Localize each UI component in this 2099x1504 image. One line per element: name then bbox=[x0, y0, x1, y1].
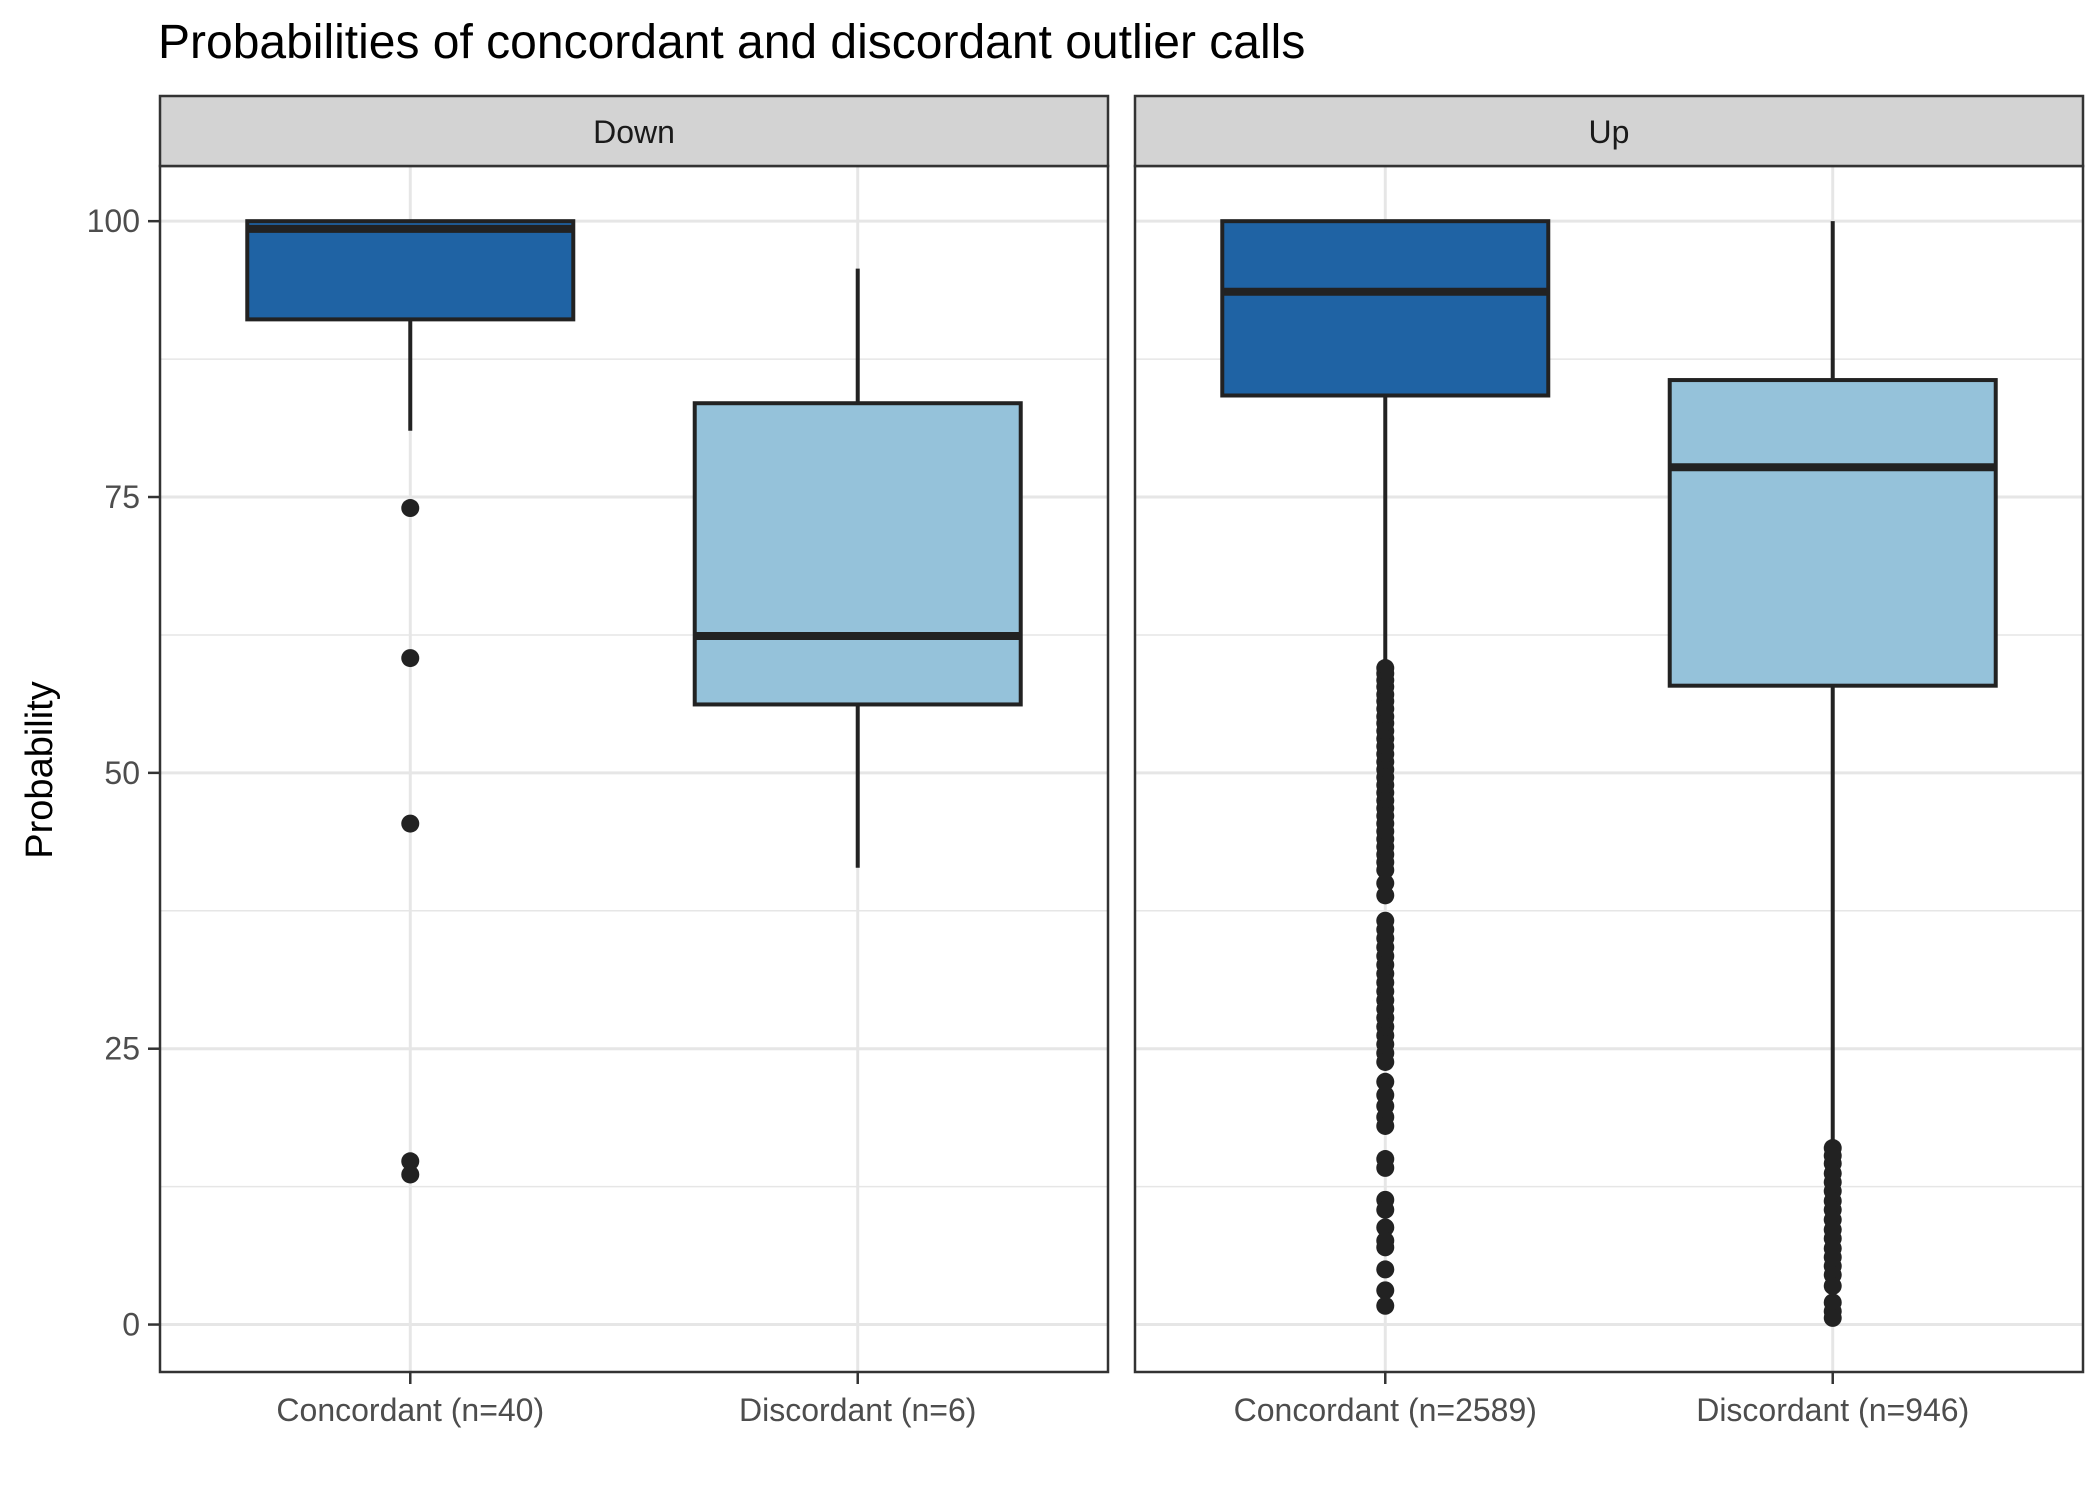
y-tick-label: 25 bbox=[104, 1031, 140, 1067]
box-concordant bbox=[1220, 219, 1551, 1315]
outlier-point bbox=[1823, 1308, 1842, 1327]
outlier-point bbox=[1376, 1296, 1395, 1315]
outlier-point bbox=[1376, 1281, 1395, 1300]
facet-strip-label: Down bbox=[593, 114, 675, 150]
y-tick-label: 75 bbox=[104, 479, 140, 515]
y-tick-label: 50 bbox=[104, 755, 140, 791]
outlier-point bbox=[1376, 1052, 1395, 1071]
y-axis: 0 25 50 75 100 bbox=[87, 203, 160, 1343]
outlier-point bbox=[1376, 1260, 1395, 1279]
x-tick-label: Concordant (n=2589) bbox=[1234, 1392, 1537, 1428]
panels-layer: Down Concordant (n=40) Discordant (n=6) Up C… bbox=[158, 94, 2085, 1428]
x-tick-label: Concordant (n=40) bbox=[276, 1392, 544, 1428]
iqr-box bbox=[1220, 219, 1551, 398]
outlier-point bbox=[1376, 860, 1395, 879]
outlier-point bbox=[401, 814, 420, 833]
panel-background bbox=[160, 166, 1108, 1372]
outlier-point bbox=[1376, 1218, 1395, 1237]
iqr-box bbox=[245, 219, 576, 322]
facet-strip bbox=[158, 94, 1110, 168]
box-discordant bbox=[692, 268, 1023, 868]
y-axis-label: Probability bbox=[19, 681, 61, 858]
outlier-point bbox=[401, 499, 420, 518]
box-concordant bbox=[245, 219, 576, 1184]
y-tick-label: 100 bbox=[87, 203, 140, 239]
outlier-point bbox=[1376, 886, 1395, 905]
outlier-point bbox=[1376, 1116, 1395, 1135]
x-tick-label: Discordant (n=946) bbox=[1696, 1392, 1969, 1428]
outlier-point bbox=[1376, 1200, 1395, 1219]
box-discordant bbox=[1667, 221, 1998, 1327]
iqr-box bbox=[1667, 378, 1998, 688]
facet-strip bbox=[1133, 94, 2085, 168]
outlier-point bbox=[401, 1152, 420, 1171]
outlier-point bbox=[1823, 1276, 1842, 1295]
iqr-box bbox=[692, 401, 1023, 707]
outlier-point bbox=[1376, 1238, 1395, 1257]
x-tick-label: Discordant (n=6) bbox=[739, 1392, 976, 1428]
outlier-point bbox=[401, 649, 420, 668]
outlier-point bbox=[401, 1165, 420, 1184]
y-tick-label: 0 bbox=[122, 1307, 140, 1343]
chart-title: Probabilities of concordant and discorda… bbox=[158, 16, 1305, 69]
outlier-point bbox=[1376, 1072, 1395, 1091]
panel-up: Up Concordant (n=2589) Discordant (n=946) bbox=[1133, 94, 2085, 1428]
panel-down: Down Concordant (n=40) Discordant (n=6) bbox=[158, 94, 1110, 1428]
facet-strip-label: Up bbox=[1589, 114, 1630, 150]
outlier-point bbox=[1376, 1158, 1395, 1177]
